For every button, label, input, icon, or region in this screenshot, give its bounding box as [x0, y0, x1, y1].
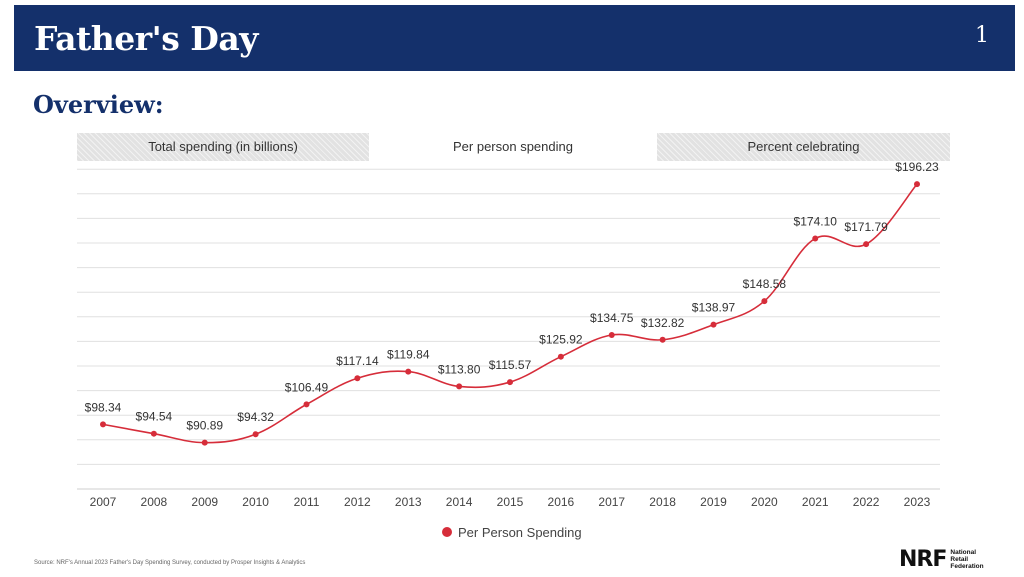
- data-label: $132.82: [641, 316, 685, 330]
- x-axis-ticks: 2007 2008 2009 2010 2011 2012 2013 2014 2015 2016…: [90, 495, 931, 509]
- x-tick-label: 2023: [904, 495, 931, 509]
- data-point[interactable]: [761, 298, 768, 305]
- x-tick-label: 2020: [751, 495, 778, 509]
- x-tick-label: 2019: [700, 495, 727, 509]
- series-line: [102, 183, 918, 444]
- data-label: $174.10: [794, 214, 838, 228]
- data-point[interactable]: [100, 421, 106, 428]
- nrf-logo-mark: NRF: [899, 547, 947, 572]
- data-label: $134.75: [590, 311, 634, 325]
- x-tick-label: 2009: [191, 495, 218, 509]
- data-point[interactable]: [608, 332, 615, 339]
- data-point[interactable]: [303, 401, 310, 408]
- data-point[interactable]: [456, 383, 463, 390]
- source-note: Source: NRF's Annual 2023 Father's Day S…: [34, 560, 306, 566]
- page-title: Father's Day: [34, 19, 258, 58]
- data-label: $94.32: [237, 410, 274, 424]
- page-number: 1: [975, 23, 989, 48]
- x-tick-label: 2021: [802, 495, 829, 509]
- data-points: [100, 181, 920, 446]
- data-label: $113.80: [438, 362, 481, 376]
- data-point[interactable]: [252, 431, 259, 438]
- tab-total-spending[interactable]: Total spending (in billions): [77, 133, 369, 161]
- header-bar: Father's Day 1: [14, 5, 1015, 71]
- data-point[interactable]: [405, 368, 412, 375]
- data-label: $125.92: [539, 333, 583, 347]
- data-point[interactable]: [914, 181, 920, 188]
- x-tick-label: 2010: [242, 495, 269, 509]
- data-label: $106.49: [285, 380, 329, 394]
- data-label: $196.23: [895, 160, 939, 174]
- section-title: Overview:: [33, 90, 164, 119]
- data-point[interactable]: [201, 439, 208, 446]
- data-label: $115.57: [489, 358, 532, 372]
- data-point[interactable]: [507, 379, 513, 386]
- x-tick-label: 2013: [395, 495, 422, 509]
- x-tick-label: 2018: [649, 495, 676, 509]
- x-tick-label: 2007: [90, 495, 117, 509]
- x-tick-label: 2014: [446, 495, 473, 509]
- data-label: $138.97: [692, 301, 736, 315]
- data-point[interactable]: [659, 336, 666, 343]
- nrf-logo-text: National Retail Federation: [950, 549, 984, 570]
- x-tick-label: 2017: [598, 495, 625, 509]
- data-label: $119.84: [387, 348, 430, 362]
- legend-marker-icon: [442, 527, 452, 537]
- x-tick-label: 2011: [294, 495, 320, 509]
- data-point[interactable]: [354, 375, 361, 382]
- data-point[interactable]: [710, 321, 717, 328]
- series-line-group: [102, 183, 918, 444]
- data-point[interactable]: [557, 353, 564, 360]
- data-label: $98.34: [85, 400, 122, 414]
- data-label: $90.89: [186, 419, 223, 433]
- x-tick-label: 2008: [141, 495, 168, 509]
- x-tick-label: 2015: [497, 495, 524, 509]
- nrf-logo: NRF National Retail Federation: [899, 547, 990, 572]
- tab-percent-celebrating[interactable]: Percent celebrating: [657, 133, 950, 161]
- data-point[interactable]: [150, 430, 157, 437]
- data-label: $148.58: [743, 277, 787, 291]
- data-label: $117.14: [336, 354, 379, 368]
- gridlines: [77, 168, 940, 465]
- legend[interactable]: Per Person Spending: [442, 525, 582, 540]
- data-point[interactable]: [812, 235, 819, 242]
- data-labels: $98.34 $94.54 $90.89 $94.32 $106.49 $117.14 $1…: [85, 160, 939, 432]
- tab-bar: Total spending (in billions) Per person …: [77, 133, 950, 161]
- tab-per-person-spending[interactable]: Per person spending: [369, 133, 657, 161]
- x-tick-label: 2022: [853, 495, 880, 509]
- x-tick-label: 2012: [344, 495, 371, 509]
- data-label: $171.79: [844, 220, 888, 234]
- data-point[interactable]: [863, 241, 870, 248]
- legend-label: Per Person Spending: [458, 525, 582, 540]
- data-label: $94.54: [136, 410, 173, 424]
- x-tick-label: 2016: [548, 495, 575, 509]
